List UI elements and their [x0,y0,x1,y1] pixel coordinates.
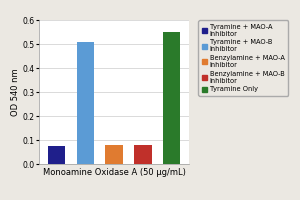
Bar [163,32,180,164]
Bar [48,146,65,164]
Y-axis label: OD 540 nm: OD 540 nm [11,68,20,116]
Bar [134,145,152,164]
Bar [105,145,123,164]
X-axis label: Monoamine Oxidase A (50 μg/mL): Monoamine Oxidase A (50 μg/mL) [43,168,185,177]
Legend: Tyramine + MAO-A
Inhibitor, Tyramine + MAO-B
Inhibitor, Benzylamine + MAO-A
Inhi: Tyramine + MAO-A Inhibitor, Tyramine + M… [198,20,288,96]
Bar [76,42,94,164]
